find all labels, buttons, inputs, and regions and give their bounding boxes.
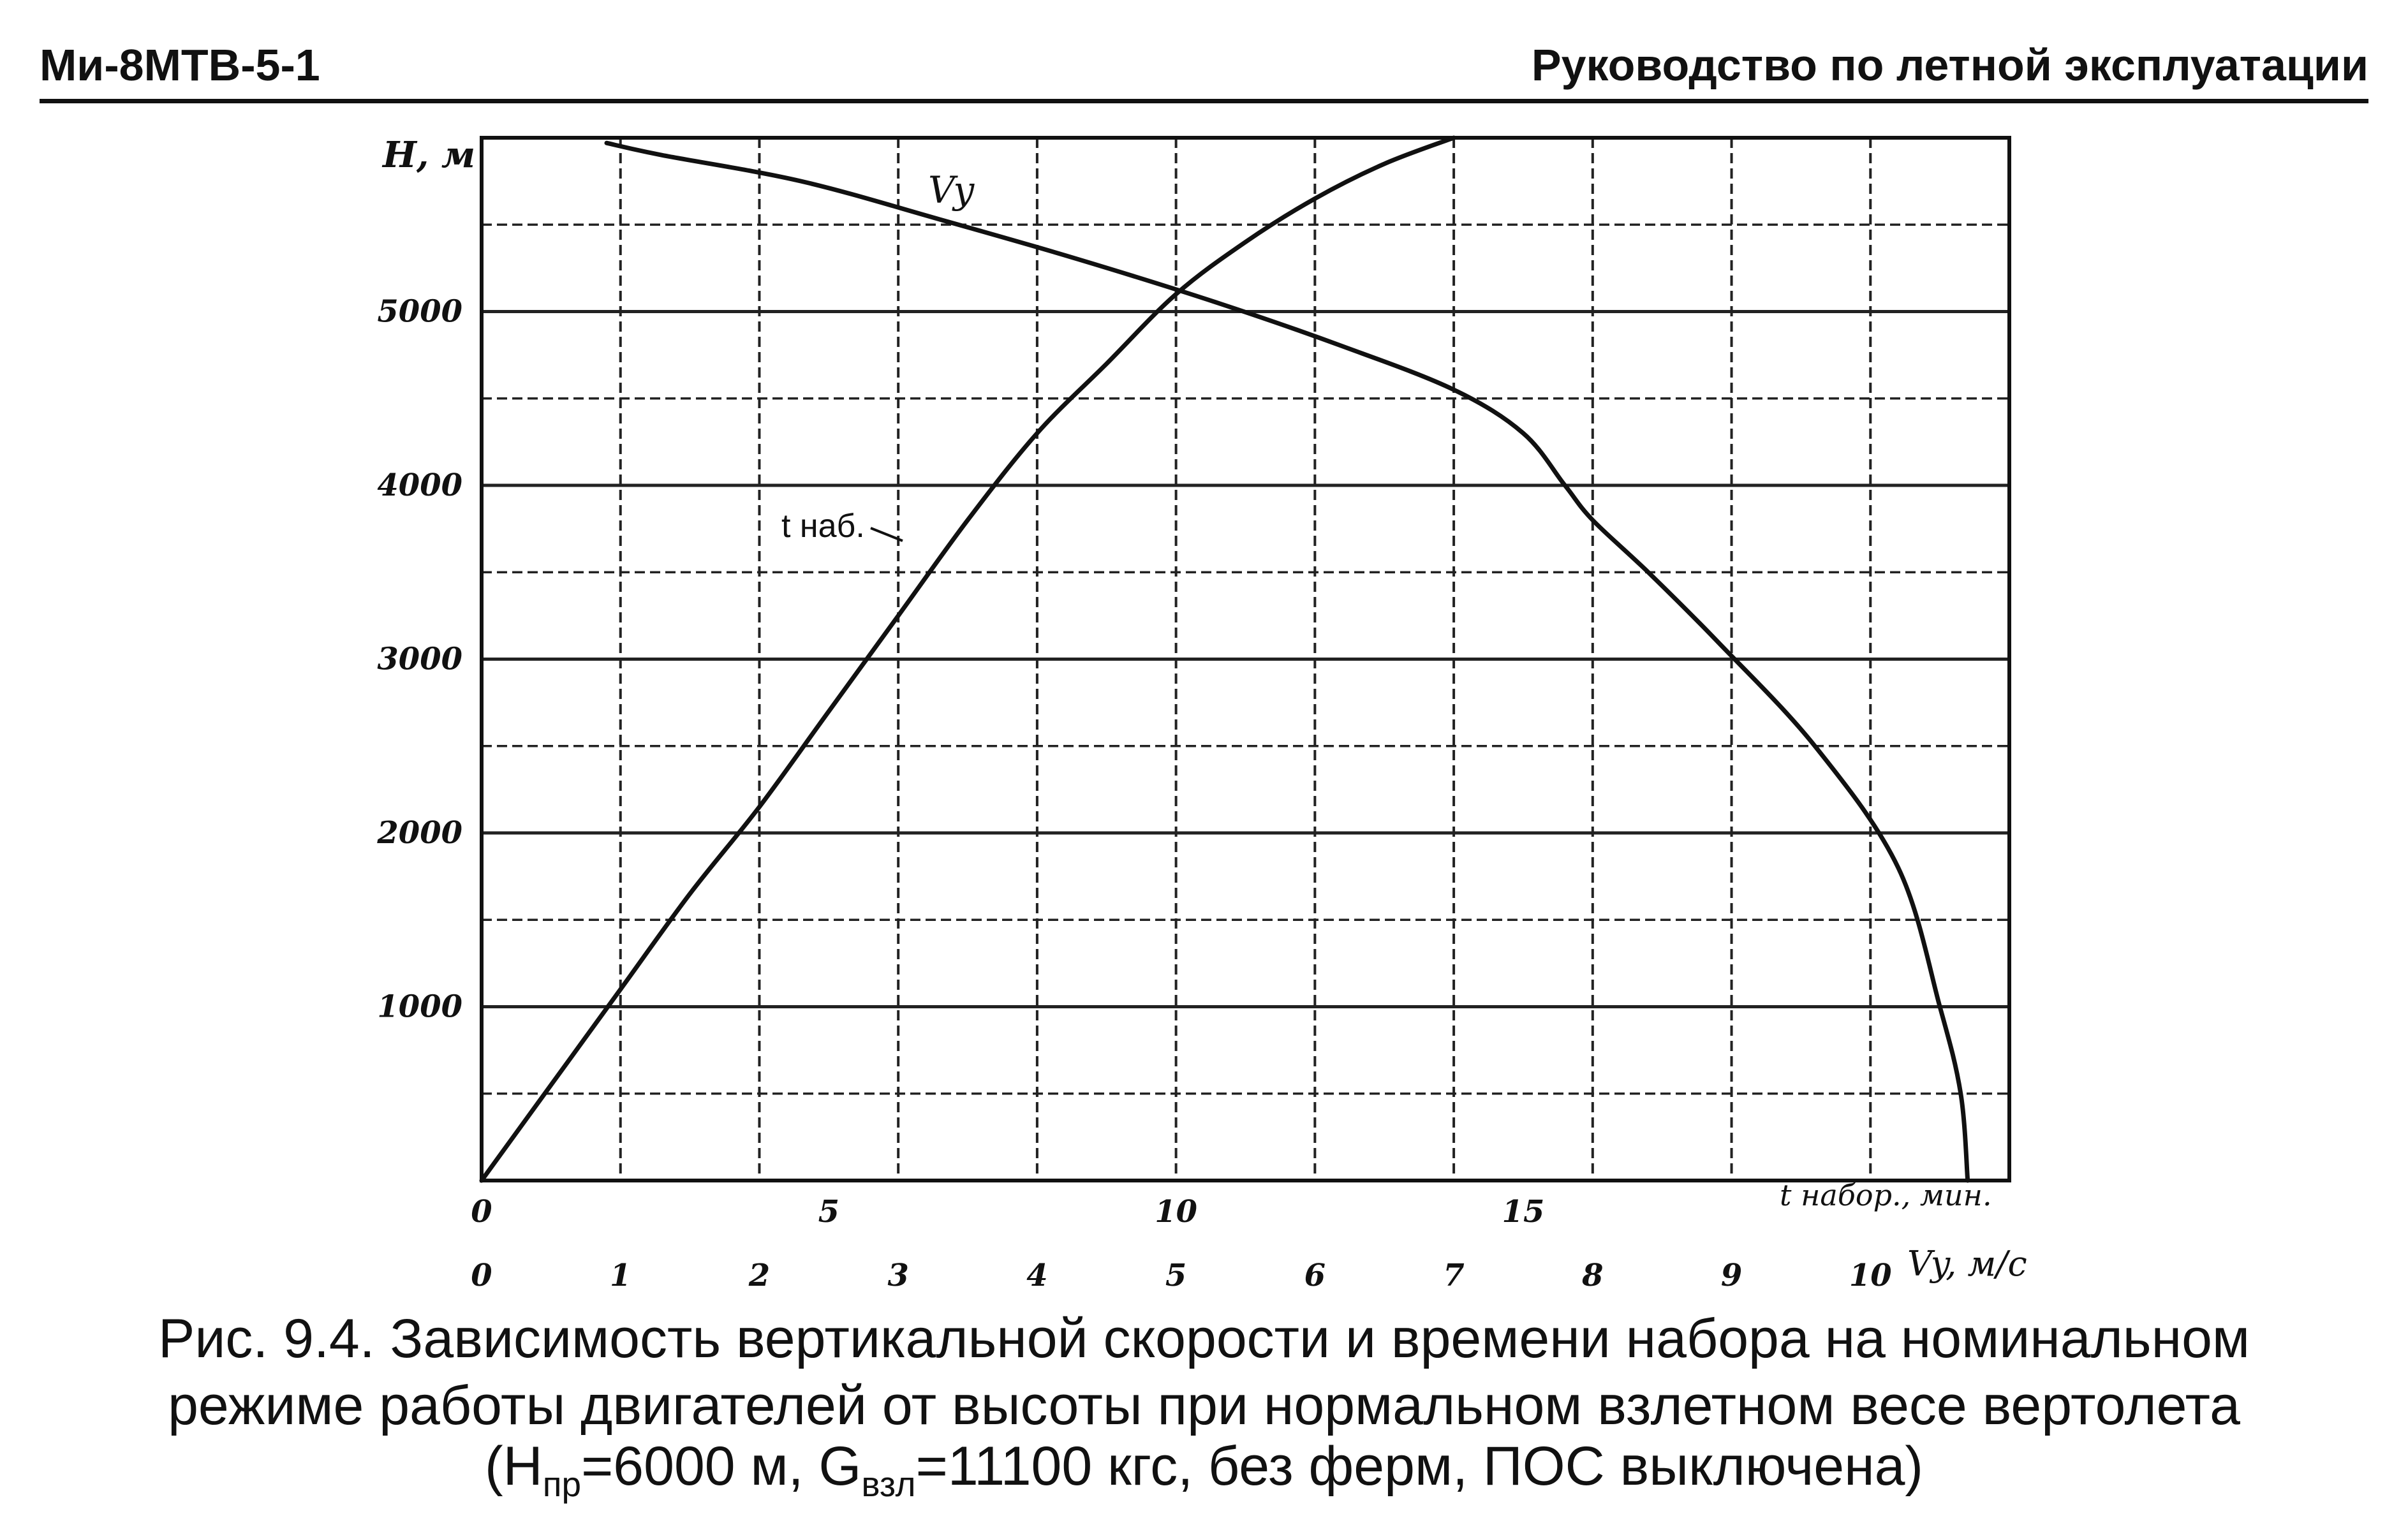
vy-tick-label: 2 [748, 1258, 770, 1293]
vy-tick-label: 3 [887, 1258, 908, 1293]
caption-line-3b: =6000 м, G [581, 1436, 862, 1497]
vy-tick-label: 1 [610, 1258, 631, 1293]
vy-tick-label: 0 [471, 1258, 492, 1293]
time-tick-label: 5 [818, 1194, 839, 1230]
y-tick-label: 2000 [376, 815, 462, 851]
caption-line-3: (Нпр=6000 м, Gвзл=11100 кгс, без ферм, П… [0, 1435, 2408, 1505]
vy-tick-label: 8 [1581, 1258, 1603, 1293]
time-tick-label: 0 [471, 1194, 492, 1230]
y-tick-label: 1000 [377, 989, 462, 1025]
vy-tick-label: 4 [1026, 1258, 1047, 1293]
vy-tick-label: 7 [1443, 1258, 1464, 1293]
caption-sub-1: пр [542, 1464, 582, 1505]
vy-tick-label: 6 [1304, 1258, 1326, 1293]
grid [480, 136, 2011, 1182]
series-label-leader [870, 527, 903, 542]
caption-line-2: режиме работы двигателей от высоты при н… [168, 1375, 2240, 1436]
y-tick-label: 4000 [377, 467, 462, 503]
vy-tick-label: 9 [1721, 1258, 1742, 1293]
caption-line-3c: =11100 кгс, без ферм, ПОС выключена) [915, 1436, 1924, 1497]
y-tick-label: 3000 [377, 642, 462, 677]
document-section-title: Руководство по летной эксплуатации [1531, 40, 2368, 90]
series-label-vy: Vy [928, 168, 975, 212]
y-tick-label: 5000 [377, 294, 462, 330]
chart: 1000 2000 3000 4000 5000 0 5 10 15 0 1 2 3 4 5 6 7 8 9 10 Vy… [376, 134, 2027, 1293]
series-label-t-nab: t наб. [781, 508, 865, 545]
time-axis-label: t набор., мин. [1780, 1178, 1992, 1212]
y-axis-label: Н, м [381, 134, 475, 176]
time-tick-label: 15 [1502, 1194, 1545, 1230]
header-rule [40, 99, 2368, 103]
caption-line-3a: (Н [484, 1436, 543, 1497]
plot-frame [480, 136, 2011, 1182]
series-layer [479, 135, 1970, 1183]
caption-sub-2: взл [861, 1464, 916, 1505]
series-line-vy [604, 140, 1970, 1183]
caption-line-1: Рис. 9.4. Зависимость вертикальной скоро… [158, 1308, 2250, 1369]
series-line-t-nab [479, 135, 1456, 1183]
vy-tick-label: 10 [1849, 1258, 1892, 1293]
vy-tick-label: 5 [1165, 1258, 1186, 1293]
vy-axis-label: Vy, м/с [1907, 1244, 2027, 1284]
time-tick-label: 10 [1155, 1194, 1197, 1230]
labels-layer: 1000 2000 3000 4000 5000 0 5 10 15 0 1 2 3 4 5 6 7 8 9 10 Vy… [376, 168, 1891, 1293]
document-title: Ми-8МТВ-5-1 [40, 40, 320, 90]
